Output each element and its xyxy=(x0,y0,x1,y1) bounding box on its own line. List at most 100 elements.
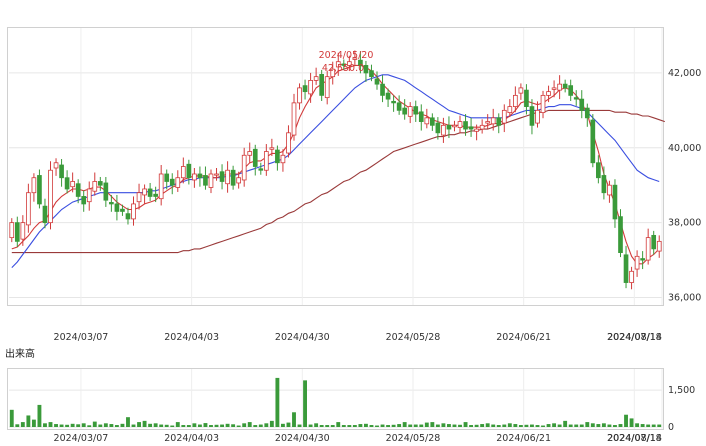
price-x-tick-label: 2024/03/07 xyxy=(54,332,109,343)
volume-bar xyxy=(596,424,601,427)
volume-bar xyxy=(175,422,180,427)
volume-bar xyxy=(92,421,97,427)
volume-bar xyxy=(126,417,130,427)
candle xyxy=(313,67,319,85)
candle xyxy=(435,117,441,140)
volume-bar xyxy=(242,423,247,427)
volume-bar xyxy=(98,424,103,427)
candle xyxy=(37,169,42,209)
volume-bar xyxy=(209,425,213,427)
volume-bar xyxy=(186,425,191,427)
candle xyxy=(136,183,142,210)
candle xyxy=(9,218,15,243)
candle xyxy=(369,64,374,82)
volume-bar xyxy=(629,418,634,427)
price-x-tick-label: 2024/05/28 xyxy=(386,332,441,343)
candle xyxy=(634,250,640,277)
candle xyxy=(507,99,513,118)
candle xyxy=(186,159,192,185)
volume-bar xyxy=(640,424,645,427)
candle xyxy=(629,266,634,290)
candle xyxy=(402,99,408,120)
candle xyxy=(142,184,147,204)
candle xyxy=(568,79,574,101)
candle xyxy=(302,79,308,100)
candle xyxy=(651,230,657,255)
volume-bar xyxy=(236,425,241,427)
volume-bar xyxy=(65,424,70,427)
volume-bar xyxy=(474,424,479,427)
volume-bar xyxy=(319,425,324,427)
candle xyxy=(452,120,457,132)
volume-bar xyxy=(81,423,86,427)
volume-bar xyxy=(341,425,346,427)
volume-bar xyxy=(507,423,512,427)
volume-bar xyxy=(170,425,175,427)
volume-bar xyxy=(485,423,490,427)
volume-bar xyxy=(386,425,391,427)
candle xyxy=(441,117,446,143)
volume-x-tick-label: 2024/04/30 xyxy=(275,433,330,444)
candle xyxy=(53,158,59,176)
candle xyxy=(269,138,275,157)
volume-x-axis: 2024/03/07 2024/04/03 2024/04/30 2024/05/28… xyxy=(54,433,662,444)
volume-bar xyxy=(87,425,92,427)
volume-bar xyxy=(253,425,258,427)
candle xyxy=(125,207,131,225)
volume-bar xyxy=(463,422,468,427)
volume-bar xyxy=(375,425,379,427)
candle xyxy=(645,228,651,265)
candle xyxy=(573,90,579,106)
volume-bar xyxy=(59,424,64,427)
candle xyxy=(584,103,590,127)
volume-bar xyxy=(391,424,396,427)
candle xyxy=(562,79,568,93)
volume-bar xyxy=(352,425,357,427)
candle xyxy=(64,170,70,194)
volume-bar xyxy=(48,422,53,427)
volume-bar xyxy=(203,423,208,427)
candle xyxy=(197,166,203,187)
volume-bar xyxy=(552,423,557,427)
moving-averages xyxy=(11,64,665,268)
volume-bar xyxy=(225,423,230,427)
volume-bar xyxy=(618,424,623,427)
volume-bar xyxy=(458,424,462,427)
volume-bar xyxy=(148,423,153,427)
volume-bar xyxy=(574,424,579,427)
candle xyxy=(103,176,109,207)
candle xyxy=(225,161,230,193)
candle xyxy=(147,182,153,201)
candle xyxy=(474,124,479,141)
volume-y-tick-label: 0 xyxy=(668,422,674,433)
price-x-tick-label: 2024/08/14 xyxy=(607,332,662,343)
candle xyxy=(546,85,551,103)
volume-bar xyxy=(20,422,25,427)
volume-bar xyxy=(635,423,640,427)
candle xyxy=(81,190,87,212)
candle xyxy=(297,83,302,110)
volume-bar xyxy=(563,420,568,427)
volume-bar xyxy=(336,422,341,427)
volume-bar xyxy=(15,424,20,427)
volume-y-tick-label: 1,500 xyxy=(668,385,695,396)
candle xyxy=(540,90,546,119)
volume-bar xyxy=(37,404,42,427)
volume-bar xyxy=(568,424,573,427)
volume-bar xyxy=(286,422,291,427)
volume-bar xyxy=(541,425,545,427)
candle xyxy=(529,99,535,135)
candle xyxy=(252,144,258,176)
volume-bar xyxy=(109,424,114,427)
candle xyxy=(363,60,369,82)
volume-x-tick-label: 2024/03/07 xyxy=(54,433,109,444)
candle xyxy=(346,55,352,72)
candle xyxy=(640,251,645,270)
volume-bar xyxy=(447,424,451,427)
ma-long-line xyxy=(11,109,665,254)
volume-x-tick-label: 2024/04/03 xyxy=(164,433,219,444)
volume-bar xyxy=(441,423,446,427)
volume-bar xyxy=(535,425,540,427)
volume-bar xyxy=(480,424,485,427)
